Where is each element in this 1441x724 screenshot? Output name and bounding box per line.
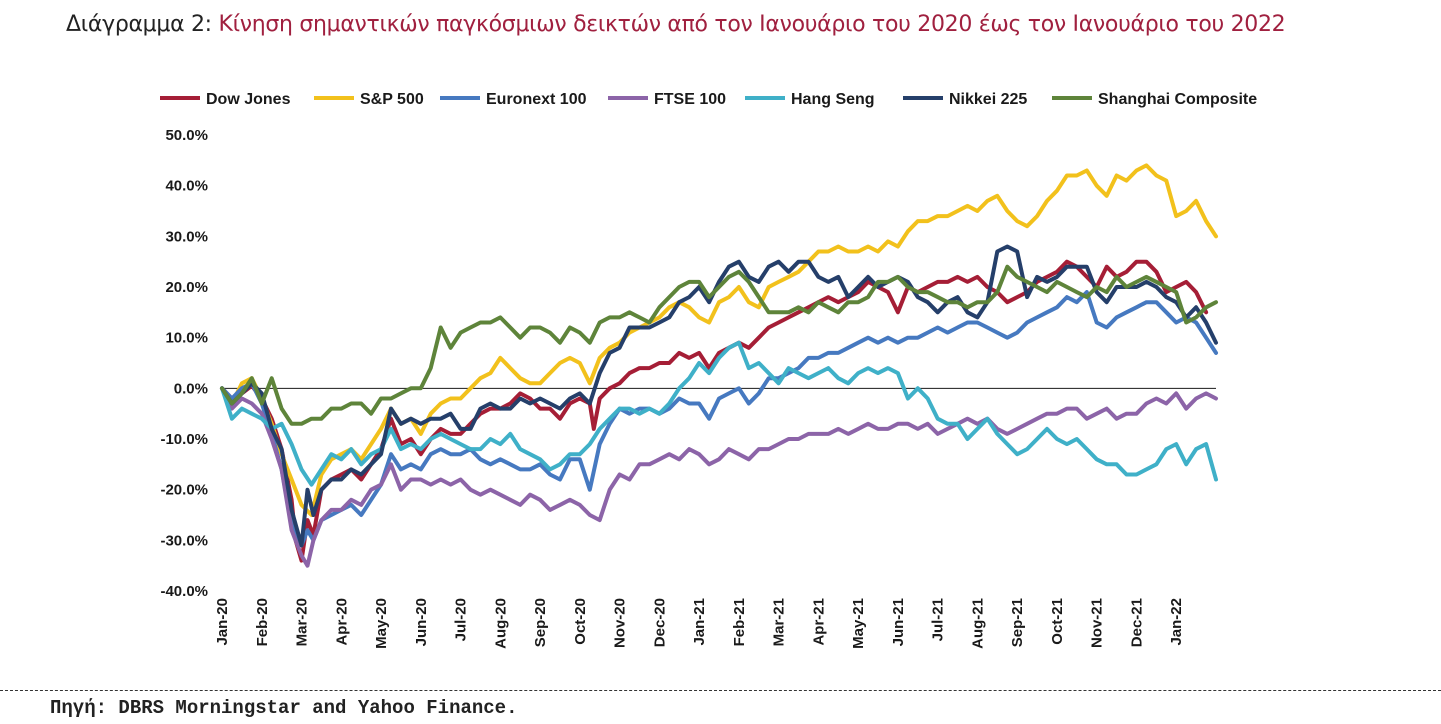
x-tick-label: Aug-20 [492, 598, 509, 649]
x-tick-label: Feb-21 [731, 598, 748, 646]
y-axis-ticks: 50.0% 40.0% 30.0% 20.0% 10.0% 0.0% -10.0% -20.0… [160, 127, 208, 600]
x-tick-label: Nov-20 [612, 598, 629, 648]
x-axis-ticks: Jan-20 Feb-20 Mar-20 Apr-20 May-20 Jun-20 Jul-… [214, 598, 1185, 649]
series-line-euronext-100 [220, 290, 1218, 548]
series-lines [220, 163, 1218, 568]
y-tick-label: -10.0% [160, 431, 208, 448]
x-tick-label: Nov-21 [1089, 598, 1106, 648]
x-tick-label: Oct-20 [572, 598, 589, 645]
source-divider [0, 690, 1441, 691]
legend-label: Euronext 100 [486, 91, 587, 108]
line-chart: Dow Jones S&P 500 Euronext 100 FTSE 100 Hang… [160, 91, 1257, 649]
legend-label: FTSE 100 [654, 91, 726, 108]
x-tick-label: Jan-21 [691, 598, 708, 646]
x-tick-label: Jun-20 [413, 598, 430, 646]
x-tick-label: Jul-20 [453, 598, 470, 641]
y-tick-label: 50.0% [165, 127, 208, 144]
x-tick-label: Aug-21 [969, 598, 986, 649]
x-tick-label: Mar-20 [294, 598, 311, 646]
figure-label: Διάγραμμα 2: [66, 12, 212, 37]
x-tick-label: Jul-21 [930, 598, 947, 641]
figure-title-text: Κίνηση σημαντικών παγκόσμιων δεικτών από… [218, 12, 1286, 37]
x-tick-label: Sep-20 [532, 598, 549, 647]
x-tick-label: May-20 [373, 598, 390, 649]
y-tick-label: 30.0% [165, 228, 208, 245]
series-line-shanghai-composite [220, 264, 1218, 426]
y-tick-label: 20.0% [165, 279, 208, 296]
x-tick-label: Mar-21 [771, 598, 788, 646]
y-tick-label: 40.0% [165, 178, 208, 195]
series-line-ftse-100 [220, 386, 1218, 568]
x-tick-label: Apr-21 [810, 598, 827, 646]
x-tick-label: Dec-20 [651, 598, 668, 647]
y-tick-label: -30.0% [160, 532, 208, 549]
y-tick-label: -40.0% [160, 583, 208, 600]
chart-legend: Dow Jones S&P 500 Euronext 100 FTSE 100 Hang… [160, 91, 1257, 108]
x-tick-label: Dec-21 [1128, 598, 1145, 647]
x-tick-label: Jan-22 [1168, 598, 1185, 646]
x-tick-label: Sep-21 [1009, 598, 1026, 647]
y-tick-label: 0.0% [174, 380, 208, 397]
y-tick-label: -20.0% [160, 482, 208, 499]
legend-label: Nikkei 225 [949, 91, 1027, 108]
y-tick-label: 10.0% [165, 330, 208, 347]
series-line-hang-seng [220, 340, 1218, 487]
x-tick-label: Oct-21 [1049, 598, 1066, 645]
x-tick-label: Apr-20 [333, 598, 350, 646]
legend-label: Hang Seng [791, 91, 875, 108]
x-tick-label: Feb-20 [254, 598, 271, 646]
source-note: Πηγή: DBRS Morningstar and Yahoo Finance… [50, 697, 518, 719]
legend-label: Dow Jones [206, 91, 291, 108]
legend-label: Shanghai Composite [1098, 91, 1257, 108]
x-tick-label: May-21 [850, 598, 867, 649]
x-tick-label: Jan-20 [214, 598, 231, 646]
x-tick-label: Jun-21 [890, 598, 907, 646]
figure-title: Διάγραμμα 2: Κίνηση σημαντικών παγκόσμιω… [66, 12, 1286, 37]
legend-label: S&P 500 [360, 91, 424, 108]
